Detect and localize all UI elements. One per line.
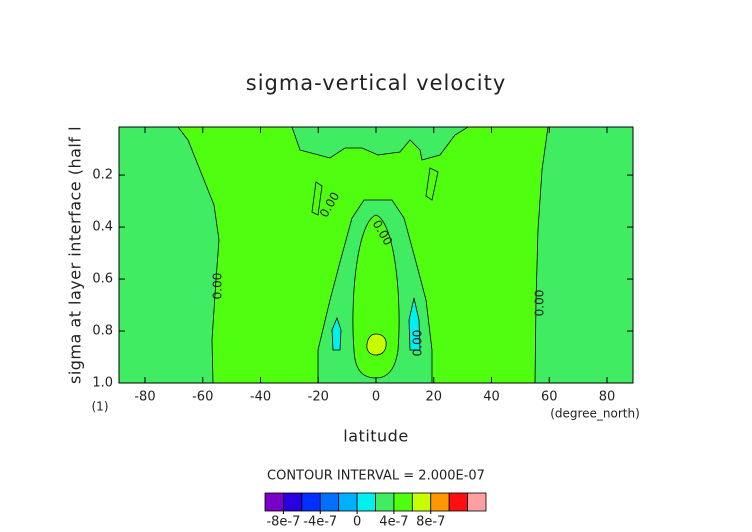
y-axis-label: sigma at layer interface (half l xyxy=(66,126,85,384)
colorbar-box xyxy=(375,492,395,512)
contour-label: 0.00 xyxy=(211,273,225,300)
x-axis-unit: (degree_north) xyxy=(550,407,640,421)
contour-region xyxy=(331,316,342,351)
x-tick-label: 80 xyxy=(599,390,616,405)
colorbar-box xyxy=(467,492,487,512)
contour-region xyxy=(366,333,387,356)
contour-region xyxy=(311,181,323,216)
colorbar-box xyxy=(448,492,468,512)
y-tick-label: 0.2 xyxy=(92,168,113,183)
x-tick-label: 0 xyxy=(372,390,380,405)
x-axis-label: latitude xyxy=(343,427,408,446)
y-tick-label: 0.8 xyxy=(92,324,113,339)
y-tick-label: 0.4 xyxy=(92,220,113,235)
colorbar-tick-label: 0 xyxy=(353,515,361,530)
colorbar-tick-label: 4e-7 xyxy=(379,515,408,530)
chart-title: sigma-vertical velocity xyxy=(246,71,507,95)
x-tick-label: 60 xyxy=(541,390,558,405)
colorbar-tick-label: -8e-7 xyxy=(266,515,300,530)
colorbar-box xyxy=(264,492,284,512)
colorbar-box xyxy=(283,492,303,512)
x-tick-label: -20 xyxy=(308,390,329,405)
colorbar-box xyxy=(319,492,340,512)
x-tick-label: -80 xyxy=(134,390,155,405)
contour-label: 0.00 xyxy=(533,290,547,317)
x-tick-label: -60 xyxy=(192,390,213,405)
colorbar-tick-label: -4e-7 xyxy=(303,515,337,530)
x-tick-label: 40 xyxy=(483,390,500,405)
contour-interval: CONTOUR INTERVAL = 2.000E-07 xyxy=(267,469,485,484)
colorbar-box xyxy=(356,492,376,512)
colorbar-box xyxy=(338,492,358,512)
contour-region xyxy=(425,167,439,201)
colorbar-box xyxy=(411,492,432,512)
contour-region xyxy=(408,297,421,351)
x-tick-label: -40 xyxy=(250,390,271,405)
colorbar-tick-label: 8e-7 xyxy=(416,515,445,530)
colorbar-box xyxy=(301,492,321,512)
x-tick-label: 20 xyxy=(425,390,442,405)
y-tick-label: 1.0 xyxy=(92,376,113,391)
colorbar-box xyxy=(393,492,413,512)
contour-label: 0.00 xyxy=(411,330,425,357)
colorbar-box xyxy=(430,492,450,512)
y-tick-label: 0.6 xyxy=(92,272,113,287)
y-axis-unit: (1) xyxy=(92,400,109,414)
